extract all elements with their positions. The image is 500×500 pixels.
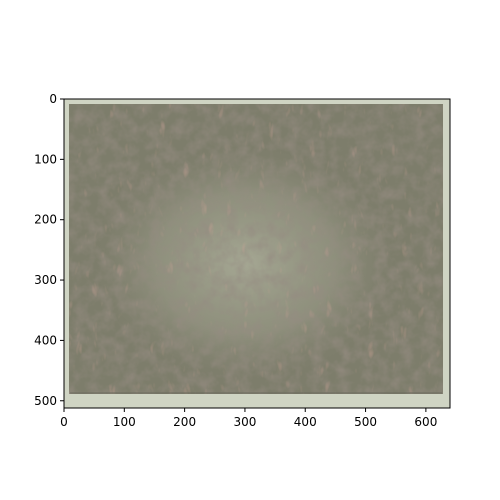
y-tick-label: 500 [34,394,57,408]
x-tick-label: 300 [233,415,256,429]
image-picture [64,99,450,408]
y-tick-label: 400 [34,333,57,347]
y-axis: 0 100 200 300 400 500 [34,92,64,408]
y-tick-label: 100 [34,152,57,166]
x-tick-label: 400 [294,415,317,429]
axes-frame [63,98,451,409]
image-bottom-margin [64,394,450,408]
x-axis: 0 100 200 300 400 500 600 [60,408,437,429]
y-tick-label: 200 [34,213,57,227]
y-tick-label: 0 [49,92,57,106]
x-tick-label: 200 [173,415,196,429]
y-tick-label: 300 [34,273,57,287]
x-tick-label: 500 [354,415,377,429]
x-tick-label: 600 [414,415,437,429]
x-tick-label: 100 [113,415,136,429]
image-red-marks [69,104,443,394]
x-tick-label: 0 [60,415,68,429]
